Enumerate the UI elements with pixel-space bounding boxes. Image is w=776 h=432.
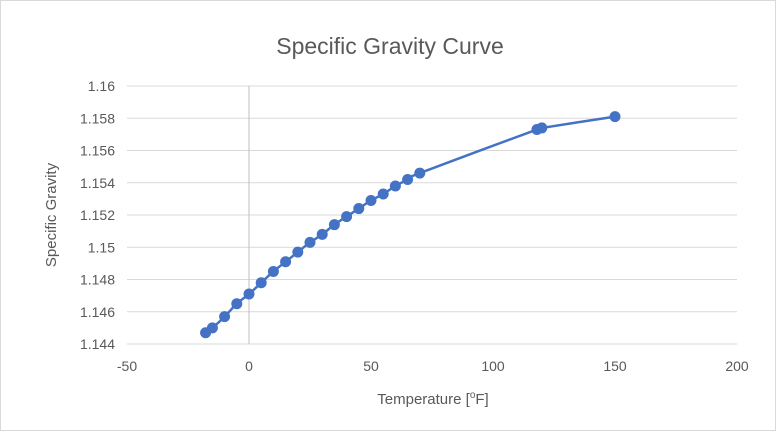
y-tick-label: 1.144 <box>80 336 115 352</box>
data-point <box>219 311 231 323</box>
data-point <box>402 174 414 186</box>
data-point <box>280 256 292 268</box>
data-point <box>231 298 243 310</box>
data-point <box>609 111 621 123</box>
x-tick-label: 0 <box>245 358 253 374</box>
x-tick-label: -50 <box>117 358 137 374</box>
x-tick-labels: -50 0 50 100 150 200 <box>117 358 749 374</box>
data-point <box>206 322 218 334</box>
y-tick-label: 1.156 <box>80 143 115 159</box>
data-point <box>414 167 426 179</box>
y-tick-label: 1.152 <box>80 207 115 223</box>
data-point <box>316 228 328 240</box>
data-point <box>353 203 365 215</box>
data-point <box>243 288 255 300</box>
series-line <box>204 115 616 334</box>
x-tick-label: 100 <box>481 358 505 374</box>
x-axis-title: Temperature [oF] <box>377 390 488 408</box>
y-tick-label: 1.16 <box>88 78 115 94</box>
y-tick-label: 1.154 <box>80 175 115 191</box>
x-tick-label: 200 <box>725 358 749 374</box>
data-point <box>328 219 340 231</box>
y-tick-label: 1.15 <box>88 239 115 255</box>
data-point <box>255 277 267 289</box>
y-axis-title: Specific Gravity <box>43 162 60 267</box>
x-tick-label: 150 <box>603 358 627 374</box>
y-tick-label: 1.146 <box>80 304 115 320</box>
y-tick-labels: 1.144 1.146 1.148 1.15 1.152 1.154 1.156 1.158 1… <box>80 78 115 352</box>
y-tick-label: 1.148 <box>80 272 115 288</box>
series-group <box>200 111 621 339</box>
x-axis-title-tail: F] <box>475 391 488 408</box>
chart-title: Specific Gravity Curve <box>276 33 504 59</box>
x-axis-title-main: Temperature [ <box>377 391 470 408</box>
data-point <box>292 246 304 258</box>
data-point <box>341 211 353 223</box>
y-tick-label: 1.158 <box>80 110 115 126</box>
data-point <box>267 265 279 277</box>
data-point <box>304 236 316 248</box>
data-point <box>377 188 389 200</box>
x-axis-title-superscript: o <box>470 390 476 401</box>
x-tick-label: 50 <box>363 358 379 374</box>
data-point <box>365 194 377 206</box>
data-point <box>389 180 401 192</box>
gridlines <box>127 85 737 345</box>
data-point <box>536 122 548 134</box>
